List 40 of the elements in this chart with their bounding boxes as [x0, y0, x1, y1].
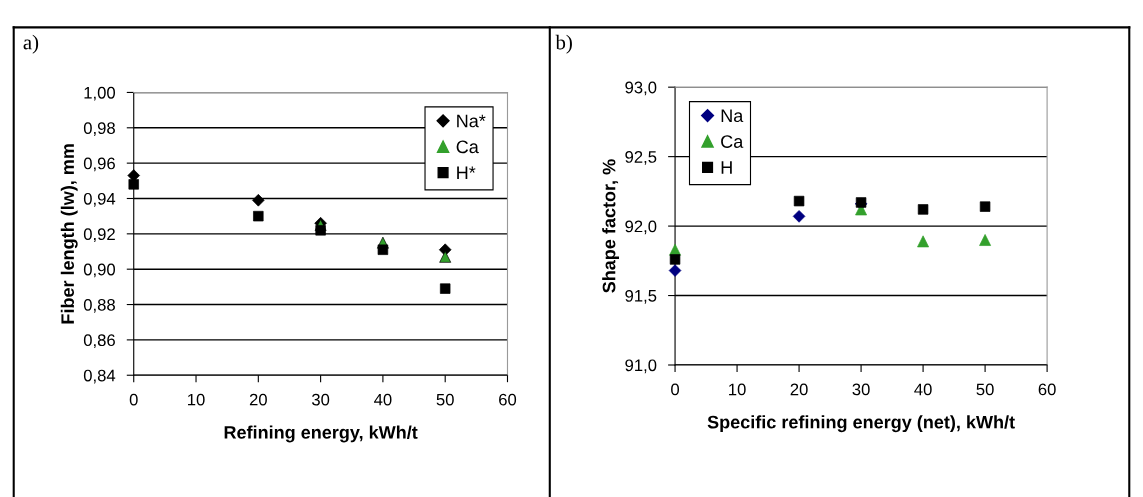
x-tick-label: 30	[311, 393, 330, 406]
x-tick-label: 50	[976, 383, 994, 396]
x-tick-label: 40	[914, 383, 932, 396]
y-tick-label: 91,0	[625, 359, 657, 374]
y-tick-label: 92,5	[625, 151, 657, 165]
x-tick-label: 60	[499, 393, 517, 406]
x-tick-label: 20	[790, 383, 808, 396]
y-tick-label: 0,84	[83, 369, 116, 384]
y-tick-label: 91,5	[625, 289, 657, 304]
x-tick-label: 60	[1038, 383, 1056, 396]
legend-label: H*	[457, 166, 476, 179]
y-tick-label: 0,90	[83, 263, 116, 278]
chart-title: a)	[23, 34, 39, 54]
y-axis-title: Fiber length (lw), mm	[60, 144, 78, 324]
y-axis-title: Shape factor, %	[602, 159, 620, 293]
y-tick-label: 0,96	[83, 157, 115, 172]
y-tick-label: 0,88	[83, 298, 115, 313]
y-tick-label: 0,98	[83, 122, 115, 136]
y-tick-label: 0,86	[83, 334, 115, 349]
y-tick-label: 0,94	[83, 192, 116, 207]
x-tick-label: 0	[671, 383, 680, 396]
x-tick-label: 50	[436, 393, 454, 406]
y-tick-label: 1,00	[84, 86, 116, 101]
x-tick-label: 40	[374, 393, 392, 406]
x-tick-label: 0	[129, 393, 138, 406]
x-axis-title: Refining energy, kWh/t	[224, 425, 418, 443]
legend-label: Na	[721, 109, 744, 123]
x-axis-title: Specific refining energy (net), kWh/t	[707, 415, 1015, 433]
x-tick-label: 10	[729, 383, 746, 396]
chart-title: b)	[555, 34, 572, 54]
x-tick-label: 10	[188, 393, 205, 406]
legend-label: Ca	[721, 135, 744, 148]
legend-label: Ca	[456, 140, 479, 154]
y-tick-label: 0,92	[83, 228, 115, 243]
y-tick-label: 92,0	[625, 220, 657, 235]
x-tick-label: 20	[249, 393, 267, 406]
x-tick-label: 30	[852, 383, 870, 396]
y-tick-label: 93,0	[625, 81, 657, 96]
legend-label: H	[721, 161, 732, 174]
legend-label: Na*	[457, 114, 486, 128]
